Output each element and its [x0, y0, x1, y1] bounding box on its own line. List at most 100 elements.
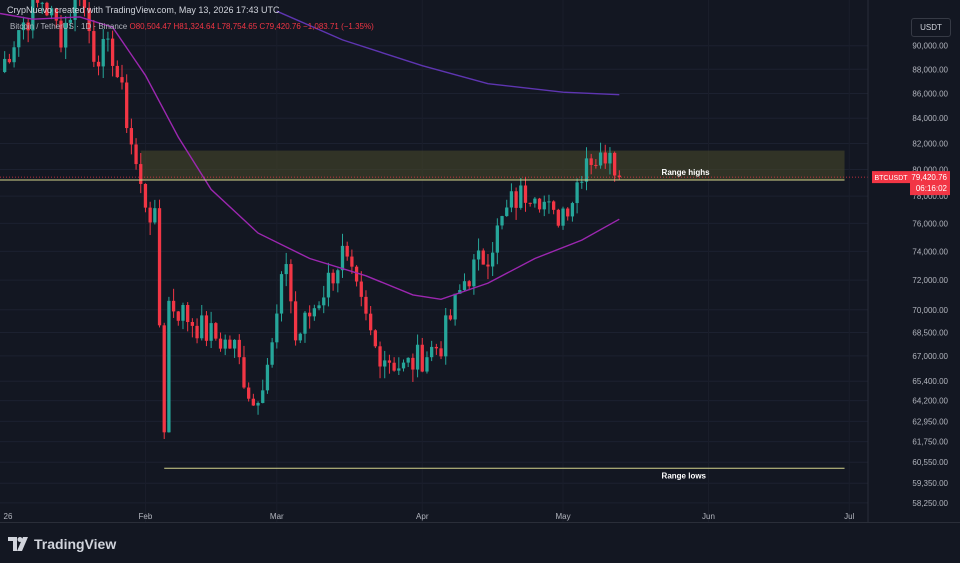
symbol-tag-bg	[872, 171, 910, 184]
x-tick-label: May	[555, 512, 570, 521]
candle-body	[612, 152, 617, 176]
candle-body	[181, 305, 185, 321]
y-tick-label: 74,000.00	[912, 247, 948, 256]
candle-body	[415, 344, 420, 370]
candle-body	[472, 259, 476, 287]
y-tick-label: 64,200.00	[912, 397, 948, 406]
y-tick-label: 65,400.00	[912, 377, 948, 386]
candle-body	[354, 266, 359, 282]
symbol-legend: Bitcoin / TetherUS · 1D · Binance O80,50…	[10, 22, 374, 31]
candle-body	[575, 182, 579, 204]
candle-body	[514, 191, 518, 208]
y-axis-ticks: 90,000.00 88,000.00 86,000.00 84,000.00 82,0…	[912, 42, 948, 508]
candle-body	[547, 201, 551, 203]
candle-body	[270, 342, 274, 365]
tradingview-logo[interactable]: TradingView	[8, 536, 116, 552]
candle-body	[289, 264, 293, 302]
candle-body	[242, 357, 246, 388]
candle-body	[303, 312, 307, 334]
y-tick-label: 88,000.00	[912, 65, 948, 74]
candle-body	[617, 175, 621, 178]
candle-body	[59, 20, 63, 48]
y-tick-label: 80,000.00	[912, 165, 948, 174]
candle-body	[336, 270, 340, 284]
candle-body	[96, 61, 101, 67]
candle-body	[598, 152, 603, 166]
candle-body	[434, 346, 438, 349]
candle-body	[537, 198, 542, 210]
y-tick-label: 60,550.00	[912, 458, 948, 467]
candle-body	[92, 31, 96, 62]
x-axis-ticks: 26 Feb Mar Apr May Jun Jul	[4, 512, 855, 521]
candle-body	[580, 181, 584, 183]
candle-body	[326, 272, 331, 298]
legend-change: −1,083.71 (−1.35%)	[303, 22, 374, 31]
candle-body	[200, 315, 204, 339]
candle-body	[195, 325, 199, 339]
y-tick-label: 78,000.00	[912, 192, 948, 201]
moving-average-fast	[0, 12, 620, 301]
candle-body	[115, 65, 119, 78]
candle-body	[476, 250, 481, 260]
candle-body	[101, 38, 105, 67]
candle-body	[453, 293, 457, 320]
candle-body	[218, 338, 223, 349]
candle-body	[45, 2, 49, 16]
y-tick-label: 62,950.00	[912, 417, 948, 426]
y-tick-label: 61,750.00	[912, 438, 948, 447]
candle-body	[378, 346, 382, 367]
range-level-label: Range lows	[662, 471, 707, 480]
legend-close: C79,420.76	[259, 22, 301, 31]
candle-body	[106, 38, 110, 40]
candle-body	[500, 216, 504, 226]
candle-body	[68, 19, 73, 23]
candle-body	[481, 250, 485, 265]
candle-body	[12, 47, 16, 63]
candle-body	[17, 30, 21, 48]
candle-body	[64, 22, 68, 48]
candle-body	[3, 58, 7, 73]
candle-body	[261, 390, 265, 403]
candle-body	[120, 77, 124, 83]
candle-body	[373, 330, 377, 347]
candle-body	[190, 322, 195, 326]
range-zones	[140, 150, 845, 181]
candle-body	[345, 245, 349, 257]
candle-body	[139, 164, 143, 184]
price-tag: BTCUSDT 79,420.76 06:16:02	[872, 171, 950, 196]
currency-selector[interactable]: USDT	[911, 18, 951, 37]
candle-body	[561, 208, 565, 226]
candle-body	[495, 225, 499, 253]
candle-body	[584, 158, 589, 182]
candle-body	[7, 58, 12, 63]
candle-body	[448, 315, 453, 320]
candle-body	[392, 362, 396, 371]
candle-body	[369, 313, 373, 331]
y-tick-label: 58,250.00	[912, 499, 948, 508]
x-tick-label: Apr	[416, 512, 429, 521]
candle-body	[214, 323, 218, 339]
range-level-label: Range highs	[662, 168, 711, 177]
candle-body	[247, 387, 251, 399]
candle-body	[397, 368, 401, 371]
candle-body	[176, 311, 180, 321]
candle-body	[486, 264, 490, 267]
candle-body	[232, 339, 237, 349]
candle-body	[467, 281, 471, 287]
y-tick-label: 72,000.00	[912, 276, 948, 285]
candle-body	[603, 152, 607, 164]
brand-name: TradingView	[34, 536, 117, 552]
chart-caption: CrypNuevo created with TradingView.com, …	[7, 5, 280, 15]
candle-body	[364, 296, 368, 314]
candle-body	[491, 252, 495, 267]
price-axis[interactable]	[868, 0, 960, 522]
candle-body	[171, 300, 176, 312]
candle-body	[430, 346, 434, 358]
price-tag-value: 79,420.76	[911, 173, 947, 182]
candle-body	[383, 360, 387, 367]
candle-body	[308, 312, 312, 317]
candle-body	[509, 191, 514, 208]
candle-body	[566, 208, 570, 217]
candle-body	[340, 245, 345, 271]
